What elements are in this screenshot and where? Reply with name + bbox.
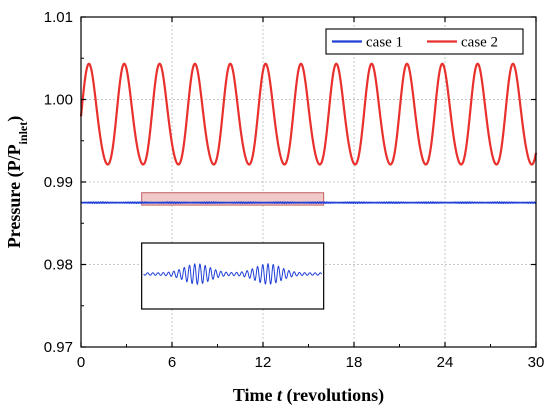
inset-case-1-line [143,262,323,286]
series-lines [79,62,538,205]
axis-ticks: 0 6 12 18 24 30 0.97 0.98 0.99 1.00 1.01 [44,9,545,371]
y-tick-label: 1.01 [44,9,73,26]
y-axis-title: Pressure (P/Pinlet) [4,116,30,248]
x-tick-label: 30 [528,354,545,371]
y-tick-label: 0.98 [44,257,73,274]
x-tick-label: 24 [437,354,454,371]
x-tick-label: 18 [346,354,363,371]
inset-zoom [141,242,325,310]
x-tick-label: 0 [77,354,85,371]
y-tick-label: 1.00 [44,92,73,109]
x-tick-label: 6 [168,354,176,371]
x-tick-label: 12 [255,354,272,371]
y-tick-label: 0.97 [44,339,73,356]
series-case-1-line [80,201,537,205]
legend: case 1 case 2 [325,28,524,55]
y-tick-label: 0.99 [44,174,73,191]
legend-label: case 2 [461,35,498,51]
legend-label: case 1 [366,35,403,51]
grid-lines [81,17,536,347]
x-axis-title: Time t (revolutions) [233,385,384,406]
series-case-2-line [79,62,538,166]
